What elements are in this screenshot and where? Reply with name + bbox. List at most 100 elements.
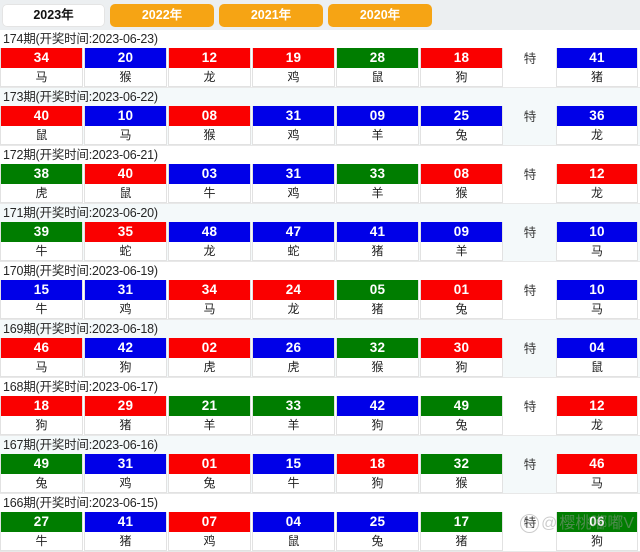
ball-number: 07 [169, 512, 250, 532]
ball-zodiac: 鼠 [1, 126, 82, 144]
ball-number: 47 [253, 222, 334, 242]
special-ball-cell: 12 龙 [556, 396, 638, 435]
result-row: 170期(开奖时间:2023-06-19) 15 牛 31 鸡 34 马 24 龙 05 猪 01 兔特… [0, 262, 640, 320]
ball-cell: 42 狗 [84, 338, 167, 377]
special-ball-number: 06 [557, 512, 637, 532]
ball-zodiac: 鸡 [253, 68, 334, 86]
year-tab-2022[interactable]: 2022年 [110, 3, 214, 27]
ball-zodiac: 牛 [1, 300, 82, 318]
ball-cell: 48 龙 [168, 222, 251, 261]
result-row: 171期(开奖时间:2023-06-20) 39 牛 35 蛇 48 龙 47 蛇 41 猪 09 羊特… [0, 204, 640, 262]
ball-number: 34 [169, 280, 250, 300]
ball-cell: 08 猴 [168, 106, 251, 145]
ball-number: 41 [337, 222, 418, 242]
ball-zodiac: 兔 [169, 474, 250, 492]
ball-zodiac: 猪 [85, 416, 166, 434]
ball-cell: 31 鸡 [252, 164, 335, 203]
year-tab-2023[interactable]: 2023年 [2, 3, 105, 27]
ball-number: 08 [421, 164, 502, 184]
ball-number: 30 [421, 338, 502, 358]
ball-cell: 12 龙 [168, 48, 251, 87]
ball-zodiac: 兔 [1, 474, 82, 492]
ball-cell: 32 猴 [420, 454, 503, 493]
ball-number: 42 [85, 338, 166, 358]
ball-cell: 08 猴 [420, 164, 503, 203]
special-ball-number: 10 [557, 280, 637, 300]
ball-number: 09 [421, 222, 502, 242]
ball-zodiac: 狗 [421, 68, 502, 86]
ball-zodiac: 鸡 [169, 532, 250, 550]
special-ball-zodiac: 马 [557, 474, 637, 492]
result-row: 168期(开奖时间:2023-06-17) 18 狗 29 猪 21 羊 33 羊 42 狗 49 兔特… [0, 378, 640, 436]
ball-number: 15 [1, 280, 82, 300]
ball-cell: 28 鼠 [336, 48, 419, 87]
ball-cell: 39 牛 [0, 222, 83, 261]
ball-zodiac: 虎 [253, 358, 334, 376]
ball-zodiac: 羊 [253, 416, 334, 434]
ball-zodiac: 龙 [169, 68, 250, 86]
ball-zodiac: 牛 [253, 474, 334, 492]
ball-number: 42 [337, 396, 418, 416]
ball-zodiac: 马 [85, 126, 166, 144]
ball-number: 19 [253, 48, 334, 68]
special-ball-zodiac: 猪 [557, 68, 637, 86]
special-ball-cell: 10 马 [556, 280, 638, 319]
ball-number: 08 [169, 106, 250, 126]
ball-zodiac: 兔 [337, 532, 418, 550]
ball-cell: 17 猪 [420, 512, 503, 551]
special-separator-label: 特 [523, 226, 537, 240]
ball-cell: 40 鼠 [0, 106, 83, 145]
result-row: 174期(开奖时间:2023-06-23) 34 马 20 猴 12 龙 19 鸡 28 鼠 18 狗 特… [0, 30, 640, 88]
special-separator-label: 特 [523, 516, 537, 530]
special-separator-label: 特 [523, 458, 537, 472]
ball-number: 29 [85, 396, 166, 416]
ball-zodiac: 羊 [169, 416, 250, 434]
year-tab-bar: 2023年 2022年 2021年 2020年 [0, 0, 640, 30]
ball-number: 25 [337, 512, 418, 532]
ball-zodiac: 狗 [85, 358, 166, 376]
result-row: 172期(开奖时间:2023-06-21) 38 虎 40 鼠 03 牛 31 鸡 33 羊 08 猴 特… [0, 146, 640, 204]
ball-number: 09 [337, 106, 418, 126]
ball-cell: 18 狗 [336, 454, 419, 493]
special-ball-cell: 10 马 [556, 222, 638, 261]
ball-number: 31 [85, 454, 166, 474]
ball-zodiac: 鸡 [85, 300, 166, 318]
special-ball-number: 12 [557, 164, 637, 184]
ball-number: 34 [1, 48, 82, 68]
ball-cell: 10 马 [84, 106, 167, 145]
ball-cell: 32 猴 [336, 338, 419, 377]
ball-number: 10 [85, 106, 166, 126]
year-tab-2021[interactable]: 2021年 [219, 3, 323, 27]
ball-strip: 27 牛 41 猪 07 鸡 04 鼠 25 兔 17 猪特 06 狗 [0, 512, 640, 551]
ball-number: 24 [253, 280, 334, 300]
ball-cell: 18 狗 [0, 396, 83, 435]
ball-cell: 18 狗 [420, 48, 503, 87]
ball-cell: 01 兔 [168, 454, 251, 493]
ball-number: 35 [85, 222, 166, 242]
ball-cell: 09 羊 [420, 222, 503, 261]
ball-zodiac: 牛 [169, 184, 250, 202]
special-separator-label: 特 [523, 400, 537, 414]
special-ball-number: 46 [557, 454, 637, 474]
special-ball-cell: 46 马 [556, 454, 638, 493]
special-ball-zodiac: 鼠 [557, 358, 637, 376]
special-ball-zodiac: 龙 [557, 126, 637, 144]
ball-cell: 34 马 [168, 280, 251, 319]
result-row: 167期(开奖时间:2023-06-16) 49 兔 31 鸡 01 兔 15 牛 18 狗 32 猴特… [0, 436, 640, 494]
ball-zodiac: 鼠 [337, 68, 418, 86]
ball-zodiac: 马 [1, 358, 82, 376]
result-row-title: 168期(开奖时间:2023-06-17) [3, 380, 158, 394]
ball-cell: 35 蛇 [84, 222, 167, 261]
ball-number: 32 [421, 454, 502, 474]
ball-cell: 30 狗 [420, 338, 503, 377]
ball-cell: 03 牛 [168, 164, 251, 203]
ball-zodiac: 猪 [85, 532, 166, 550]
result-row-title: 174期(开奖时间:2023-06-23) [3, 32, 158, 46]
special-ball-zodiac: 龙 [557, 416, 637, 434]
special-ball-cell: 41 猪 [556, 48, 638, 87]
year-tab-2020[interactable]: 2020年 [328, 3, 432, 27]
ball-zodiac: 兔 [421, 300, 502, 318]
ball-number: 33 [253, 396, 334, 416]
ball-cell: 33 羊 [336, 164, 419, 203]
ball-cell: 09 羊 [336, 106, 419, 145]
